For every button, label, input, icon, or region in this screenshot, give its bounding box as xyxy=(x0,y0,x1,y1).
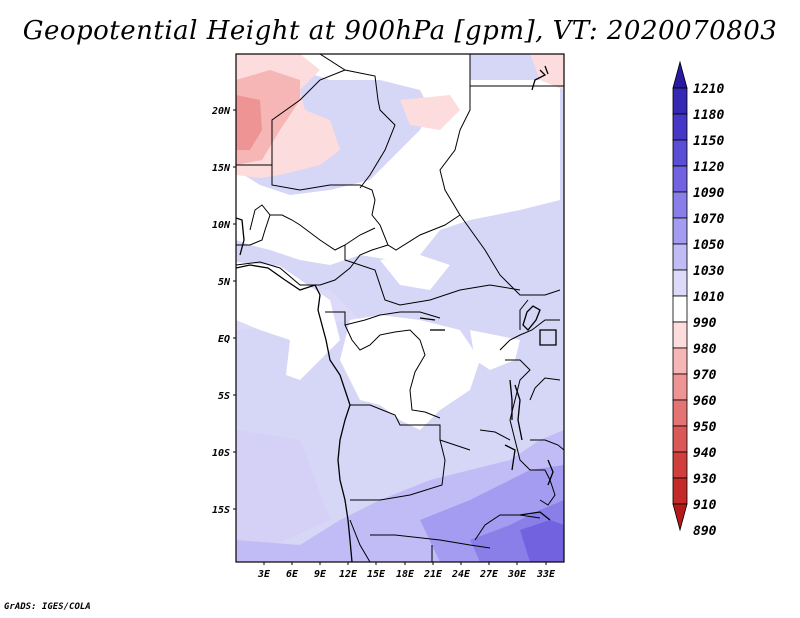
colorbar-swatch xyxy=(672,269,688,297)
lon-axis: 3E 6E 9E 12E 15E 18E 21E 24E 27E 30E 33E xyxy=(257,562,556,580)
colorbar-label: 940 xyxy=(693,446,717,461)
lon-label: 15E xyxy=(367,569,386,580)
lon-label: 6E xyxy=(286,569,299,580)
colorbar-swatch xyxy=(672,451,688,479)
white-region-congo xyxy=(340,315,480,430)
colorbar-label: 1090 xyxy=(693,186,724,201)
country-borders xyxy=(236,54,564,562)
colorbar-swatch xyxy=(672,347,688,375)
colorbar-swatch xyxy=(672,503,688,532)
lon-label: 3E xyxy=(257,569,271,580)
colorbar-swatch xyxy=(672,243,688,271)
colorbar-label: 930 xyxy=(693,472,717,487)
colorbar-label: 980 xyxy=(693,342,717,357)
colorbar-label: 970 xyxy=(693,368,717,383)
lat-label: 5N xyxy=(218,277,231,288)
colorbar-swatch xyxy=(672,425,688,453)
colorbar-swatch xyxy=(672,165,688,193)
colorbar-label: 950 xyxy=(693,420,717,435)
colorbar-swatch xyxy=(672,295,688,323)
colorbar-swatch xyxy=(672,217,688,245)
lon-label: 18E xyxy=(396,569,415,580)
chart-title: Geopotential Height at 900hPa [gpm], VT:… xyxy=(22,16,778,46)
lat-label: 15S xyxy=(212,505,230,516)
lon-label: 33E xyxy=(536,569,556,580)
colorbar-label: 960 xyxy=(693,394,717,409)
colorbar-swatch xyxy=(672,399,688,427)
colorbar-label: 1150 xyxy=(693,134,724,149)
lon-label: 30E xyxy=(507,569,527,580)
colorbar-swatch xyxy=(672,139,688,167)
colorbar-label: 1010 xyxy=(693,290,724,305)
coastline xyxy=(236,65,557,562)
lat-axis: 20N 15N 10N 5N EQ 5S 10S 15S xyxy=(211,106,236,516)
lon-label: 12E xyxy=(339,569,358,580)
lat-label: 15N xyxy=(212,163,231,174)
colorbar-label: 1070 xyxy=(693,212,724,227)
colorbar-swatch xyxy=(672,191,688,219)
colorbar-swatch xyxy=(672,113,688,141)
colorbar-label: 1050 xyxy=(693,238,724,253)
colorbar-swatch xyxy=(672,60,688,89)
lon-label: 27E xyxy=(479,569,499,580)
lat-label: 5S xyxy=(218,391,230,402)
colorbar-label: 1180 xyxy=(693,108,724,123)
colorbar-label: 1030 xyxy=(693,264,724,279)
colorbar-label: 990 xyxy=(693,316,717,331)
colorbar-swatch xyxy=(672,87,688,115)
colorbar-swatch xyxy=(672,373,688,401)
lat-label: EQ xyxy=(218,334,230,345)
colorbar-swatch xyxy=(672,477,688,505)
lat-label: 10N xyxy=(212,220,231,231)
white-region-north xyxy=(236,54,560,265)
lon-label: 9E xyxy=(314,569,327,580)
colorbar-swatch xyxy=(672,321,688,349)
colorbar-label: 910 xyxy=(693,498,717,513)
lon-label: 24E xyxy=(451,569,471,580)
lon-label: 21E xyxy=(423,569,443,580)
colorbar-label: 1210 xyxy=(693,82,724,97)
map-frame xyxy=(235,53,565,563)
grads-credit: GrADS: IGES/COLA xyxy=(4,602,91,612)
colorbar-label: 1120 xyxy=(693,160,724,175)
lat-label: 10S xyxy=(212,448,230,459)
colorbar-label: 890 xyxy=(693,524,717,539)
lat-label: 20N xyxy=(211,106,231,117)
colorbar: 1210 1180 1150 1120 1090 1070 1050 1030 1010 990 9… xyxy=(672,60,724,539)
